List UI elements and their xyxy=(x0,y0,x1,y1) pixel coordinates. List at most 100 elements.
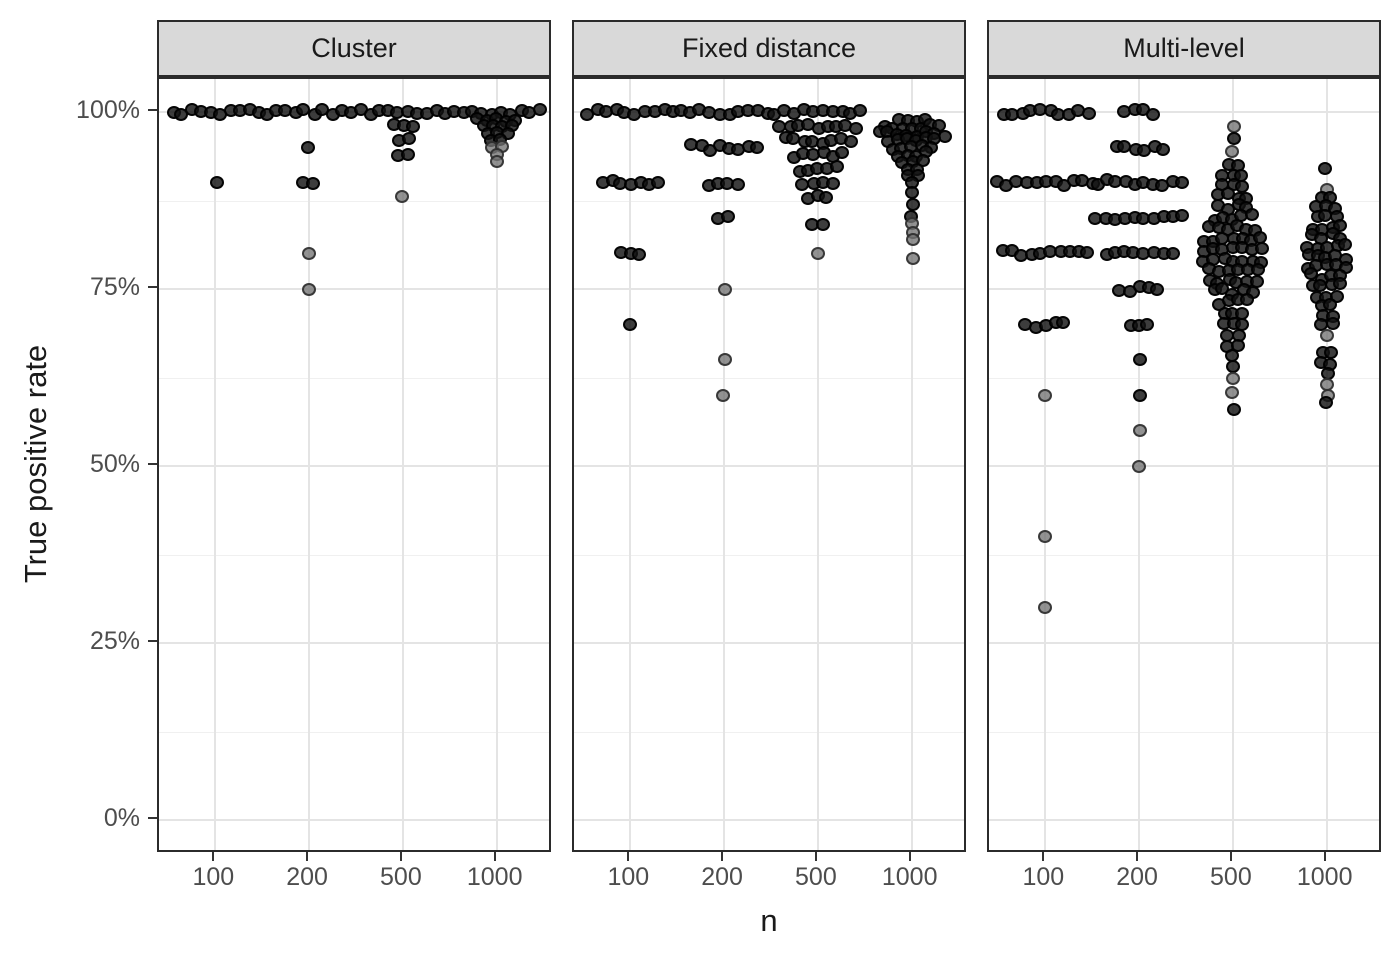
data-point xyxy=(1244,208,1259,222)
y-tick-mark xyxy=(148,286,157,288)
data-point xyxy=(1226,402,1241,416)
data-point xyxy=(301,140,316,154)
y-axis-title: True positive rate xyxy=(18,344,53,584)
y-tick-mark xyxy=(148,640,157,642)
x-tick-mark xyxy=(908,852,911,861)
y-tick-mark xyxy=(148,109,157,111)
gridline-v-major xyxy=(495,79,498,850)
gridline-v-major xyxy=(214,79,217,850)
data-point-gray xyxy=(905,232,920,246)
gridline-h-minor xyxy=(574,554,964,556)
data-point xyxy=(1255,242,1270,256)
gridline-h-major xyxy=(989,288,1379,290)
facet-strip-fixed-distance: Fixed distance xyxy=(572,20,966,77)
data-point xyxy=(406,119,421,133)
facet-panel-cluster xyxy=(157,77,551,852)
x-tick-label-500: 500 xyxy=(795,863,837,891)
gridline-h-minor xyxy=(159,731,549,733)
x-tick-mark xyxy=(1229,852,1232,861)
gridline-h-minor xyxy=(574,731,964,733)
data-point xyxy=(1132,353,1147,367)
gridline-v-major xyxy=(1231,79,1234,850)
x-tick-mark xyxy=(627,852,630,861)
data-point xyxy=(1145,107,1160,121)
gridline-v-major xyxy=(1044,79,1047,850)
data-point xyxy=(816,217,831,231)
x-tick-label-100: 100 xyxy=(1022,863,1065,891)
gridline-h-minor xyxy=(159,377,549,379)
data-point xyxy=(1325,316,1340,330)
data-point-gray xyxy=(718,353,733,367)
y-tick-mark xyxy=(148,817,157,819)
gridline-h-major xyxy=(574,465,964,467)
x-tick-label-100: 100 xyxy=(607,863,650,891)
gridline-h-major xyxy=(989,642,1379,644)
x-tick-mark xyxy=(1042,852,1045,861)
data-point xyxy=(905,185,920,199)
data-point xyxy=(1150,283,1165,297)
data-point xyxy=(749,141,764,155)
gridline-h-minor xyxy=(989,731,1379,733)
data-point xyxy=(825,176,840,190)
gridline-h-minor xyxy=(989,554,1379,556)
data-point-gray xyxy=(905,252,920,266)
data-point xyxy=(631,247,646,261)
gridline-h-minor xyxy=(159,200,549,202)
data-point xyxy=(1225,359,1240,373)
data-point-gray xyxy=(1038,388,1053,402)
x-tick-mark xyxy=(399,852,402,861)
x-tick-label-100: 100 xyxy=(192,863,235,891)
gridline-h-major xyxy=(159,642,549,644)
x-tick-label-1000: 1000 xyxy=(1296,863,1353,891)
data-point-gray xyxy=(717,282,732,296)
y-tick-mark xyxy=(148,463,157,465)
gridline-h-minor xyxy=(159,554,549,556)
gridline-h-minor xyxy=(989,200,1379,202)
data-point xyxy=(835,146,850,160)
data-point xyxy=(1140,318,1155,332)
gridline-h-major xyxy=(574,819,964,821)
gridline-h-minor xyxy=(574,377,964,379)
data-point xyxy=(1166,247,1181,261)
facet-strip-cluster: Cluster xyxy=(157,20,551,77)
data-point xyxy=(306,177,321,191)
gridline-v-major xyxy=(1325,79,1328,850)
x-tick-label-200: 200 xyxy=(1116,863,1158,891)
data-point xyxy=(1227,131,1242,145)
data-point-gray xyxy=(1224,145,1239,159)
data-point xyxy=(731,178,746,192)
data-point-gray xyxy=(301,247,316,261)
gridline-h-minor xyxy=(574,200,964,202)
data-point-gray xyxy=(1320,328,1335,342)
gridline-v-major xyxy=(816,79,819,850)
y-tick-label-50: 50% xyxy=(89,450,140,478)
x-tick-label-500: 500 xyxy=(1210,863,1252,891)
data-point xyxy=(650,175,665,189)
data-point xyxy=(1174,176,1189,190)
x-tick-label-1000: 1000 xyxy=(466,863,523,891)
data-point-gray xyxy=(1227,119,1242,133)
data-point xyxy=(1251,262,1266,276)
x-tick-label-200: 200 xyxy=(286,863,328,891)
gridline-v-major xyxy=(401,79,404,850)
facet-strip-multi-level: Multi-level xyxy=(987,20,1381,77)
gridline-h-major xyxy=(159,288,549,290)
data-point xyxy=(843,135,858,149)
gridline-v-major xyxy=(723,79,726,850)
facet-panel-multi-level xyxy=(987,77,1381,852)
y-tick-label-0: 0% xyxy=(103,804,140,832)
gridline-h-major xyxy=(989,111,1379,113)
data-point xyxy=(819,191,834,205)
gridline-h-major xyxy=(989,819,1379,821)
data-point-gray xyxy=(1038,601,1053,615)
data-point xyxy=(1337,238,1352,252)
x-tick-mark xyxy=(721,852,724,861)
gridline-h-major xyxy=(574,642,964,644)
data-point-gray xyxy=(489,155,504,169)
data-point xyxy=(209,176,224,190)
data-point xyxy=(400,147,415,161)
gridline-h-major xyxy=(159,819,549,821)
data-point xyxy=(1155,142,1170,156)
facet-panel-fixed-distance xyxy=(572,77,966,852)
